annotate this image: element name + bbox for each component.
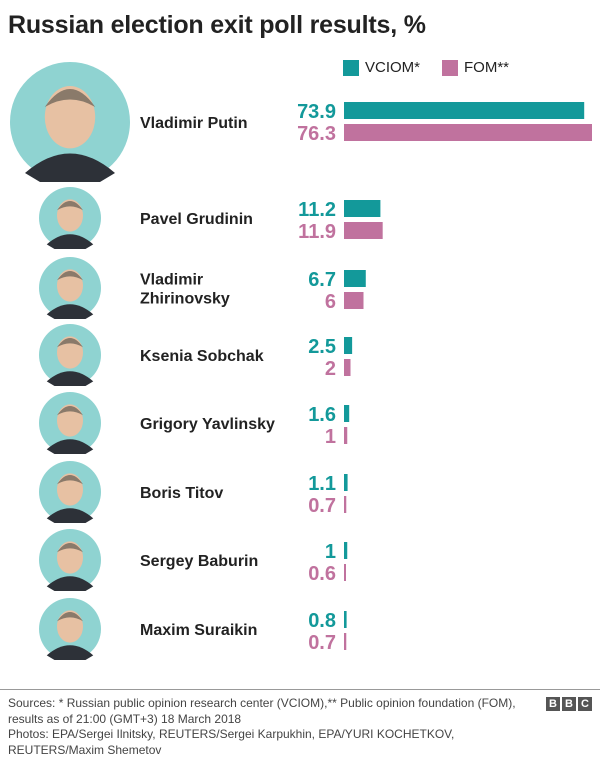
value-label-vciom: 1.6 <box>308 404 336 426</box>
avatar-shoulders <box>25 153 115 182</box>
value-label-fom: 11.9 <box>298 221 336 243</box>
avatar-hair <box>56 405 84 416</box>
candidate-name: Vladimir <box>140 272 203 289</box>
avatar-shoulders <box>46 508 94 523</box>
value-label-fom: 0.6 <box>308 563 336 585</box>
candidate-name: Vladimir Putin <box>140 115 248 132</box>
avatar-face <box>56 336 84 369</box>
candidate-name: Zhirinovsky <box>140 291 230 308</box>
value-label-fom: 6 <box>325 291 336 313</box>
avatar-hair <box>44 89 96 107</box>
candidate-name: Pavel Grudinin <box>140 211 253 228</box>
avatar-shoulders <box>46 234 94 249</box>
value-label-vciom: 6.7 <box>308 269 336 291</box>
bar-vciom <box>344 611 347 628</box>
avatar-hair <box>56 337 84 348</box>
value-label-vciom: 2.5 <box>308 336 336 358</box>
candidate-name: Sergey Baburin <box>140 553 258 570</box>
bar-fom <box>344 292 364 309</box>
avatar-hair <box>56 200 84 211</box>
value-label-fom: 2 <box>325 358 336 380</box>
legend-label-vciom: VCIOM* <box>365 59 421 76</box>
bbc-logo-letter: C <box>578 697 592 711</box>
footer-notes: Sources: * Russian public opinion resear… <box>8 696 528 758</box>
candidate-name: Ksenia Sobchak <box>140 348 264 365</box>
avatar-face <box>56 610 84 643</box>
bar-fom <box>344 633 347 650</box>
avatar-face <box>56 404 84 437</box>
avatar-face <box>56 541 84 574</box>
bar-fom <box>344 359 351 376</box>
bar-fom <box>344 564 346 581</box>
avatar-face <box>56 269 84 302</box>
photos-credit: Photos: EPA/Sergei Ilnitsky, REUTERS/Ser… <box>8 727 455 757</box>
avatar-shoulders <box>46 371 94 386</box>
bar-vciom <box>344 405 350 422</box>
bbc-logo: B B C <box>544 697 592 711</box>
avatar-shoulders <box>46 645 94 660</box>
avatar-shoulders <box>46 576 94 591</box>
avatar-hair <box>56 542 84 553</box>
bar-vciom <box>344 270 366 287</box>
avatar-hair <box>56 474 84 485</box>
exit-poll-chart: Vladimir Putin 73.976.3 Pavel Grudinin 11.2… <box>10 62 592 660</box>
avatar-hair <box>56 611 84 622</box>
legend: VCIOM* FOM** <box>343 59 531 76</box>
value-label-vciom: 73.9 <box>297 101 336 123</box>
value-label-fom: 0.7 <box>308 495 336 517</box>
bar-vciom <box>344 337 353 354</box>
bar-vciom <box>344 200 381 217</box>
value-label-fom: 0.7 <box>308 632 336 654</box>
avatar-shoulders <box>46 439 94 454</box>
bar-vciom <box>344 474 348 491</box>
legend-item-fom: FOM** <box>442 59 509 76</box>
value-label-vciom: 1.1 <box>308 473 336 495</box>
avatar-face <box>56 199 84 232</box>
sources-note: Sources: * Russian public opinion resear… <box>8 696 516 726</box>
candidate-name: Maxim Suraikin <box>140 622 257 639</box>
legend-swatch-vciom <box>343 59 359 76</box>
bbc-logo-letter: B <box>562 697 576 711</box>
bar-vciom <box>344 542 348 559</box>
bar-vciom <box>344 102 585 119</box>
bar-fom <box>344 427 348 444</box>
avatar-face <box>44 86 96 149</box>
bar-fom <box>344 124 592 141</box>
candidate-name: Boris Titov <box>140 485 223 502</box>
avatar-hair <box>56 270 84 281</box>
bbc-logo-letter: B <box>546 697 560 711</box>
bar-fom <box>344 496 347 513</box>
value-label-vciom: 11.2 <box>298 199 336 221</box>
legend-swatch-fom <box>442 59 459 76</box>
bar-fom <box>344 222 383 239</box>
value-label-fom: 76.3 <box>297 123 336 145</box>
candidate-name: Grigory Yavlinsky <box>140 416 275 433</box>
footer-divider <box>0 689 600 690</box>
value-label-vciom: 0.8 <box>308 610 336 632</box>
avatar-face <box>56 473 84 506</box>
value-label-vciom: 1 <box>325 541 336 563</box>
legend-item-vciom: VCIOM* <box>343 59 420 76</box>
value-label-fom: 1 <box>325 426 336 448</box>
avatar-shoulders <box>46 304 94 319</box>
legend-label-fom: FOM** <box>464 59 510 76</box>
chart-title: Russian election exit poll results, % <box>8 11 426 39</box>
